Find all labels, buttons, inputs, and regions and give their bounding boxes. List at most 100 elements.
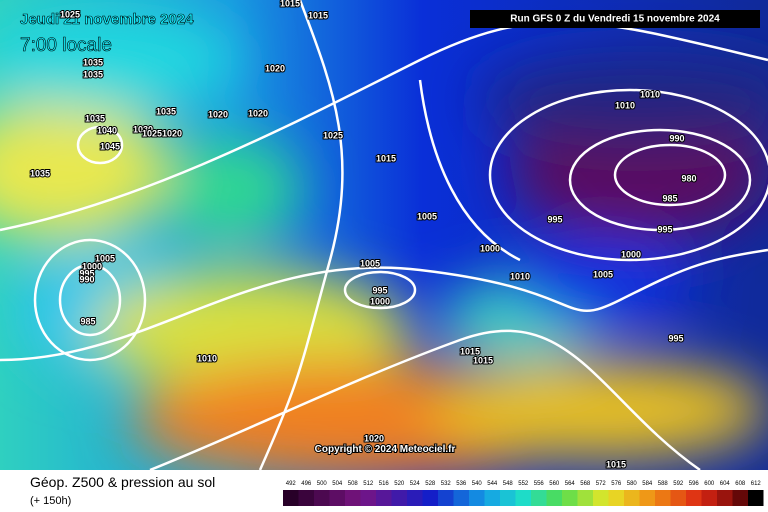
isobar-label: 1010 — [615, 100, 635, 110]
colorbar-label: 604 — [720, 481, 731, 487]
colorbar-label: 540 — [472, 481, 483, 487]
isobar-label: 1035 — [83, 57, 103, 67]
isobar-label: 1025 — [60, 9, 80, 19]
colorbar-label: 528 — [425, 481, 436, 487]
colorbar-swatch — [515, 490, 531, 506]
colorbar-swatch — [391, 490, 407, 506]
isobar-label: 1035 — [83, 69, 103, 79]
isobar-label: 1020 — [265, 63, 285, 73]
run-box — [470, 10, 760, 28]
colorbar-swatch — [624, 490, 640, 506]
colorbar-label: 592 — [673, 481, 684, 487]
isobar-label: 1015 — [308, 10, 328, 20]
colorbar-swatch — [531, 490, 547, 506]
copyright: Copyright © 2024 Meteociel.fr — [315, 444, 456, 455]
isobar-label: 1025 — [142, 128, 162, 138]
colorbar-swatch — [717, 490, 733, 506]
colorbar-swatch — [639, 490, 655, 506]
isobar-label: 1040 — [97, 125, 117, 135]
isobar-label: 1025 — [323, 130, 343, 140]
isobar-label: 1015 — [460, 346, 480, 356]
colorbar-label: 596 — [689, 481, 700, 487]
colorbar-label: 496 — [301, 481, 312, 487]
isobar-label: 1000 — [82, 261, 102, 271]
colorbar-label: 588 — [658, 481, 669, 487]
isobar-label: 1020 — [364, 433, 384, 443]
isobar-label: 1000 — [621, 249, 641, 259]
colorbar-swatch — [360, 490, 376, 506]
isobar-label: 995 — [372, 285, 387, 295]
isobar-label: 1015 — [376, 153, 396, 163]
colorbar-swatch — [329, 490, 345, 506]
isobar-label: 1000 — [480, 243, 500, 253]
colorbar-label: 500 — [317, 481, 328, 487]
isobar-label: 1010 — [510, 271, 530, 281]
colorbar-label: 576 — [611, 481, 622, 487]
colorbar-swatch — [562, 490, 578, 506]
colorbar-swatch — [469, 490, 485, 506]
colorbar-swatch — [283, 490, 299, 506]
isobar-label: 1005 — [417, 211, 437, 221]
colorbar-swatch — [748, 490, 764, 506]
isobar-label: 990 — [669, 133, 684, 143]
isobars — [0, 0, 768, 470]
colorbar-label: 552 — [518, 481, 529, 487]
colorbar-label: 504 — [332, 481, 343, 487]
colorbar: 492 496 500 504 508 512 516 520 524 528 532 536 540 5… — [283, 481, 764, 506]
run-info: Run GFS 0 Z du Vendredi 15 novembre 2024 — [510, 14, 720, 25]
isobar-label: 1010 — [640, 89, 660, 99]
colorbar-swatch — [438, 490, 454, 506]
colorbar-label: 516 — [379, 481, 390, 487]
colorbar-swatch — [608, 490, 624, 506]
isobar-label: 1005 — [95, 253, 115, 263]
map-background — [0, 0, 768, 480]
isobar-label: 1020 — [162, 128, 182, 138]
colorbar-swatch — [298, 490, 314, 506]
colorbar-label: 608 — [735, 481, 746, 487]
date: Jeudi 21 novembre 2024 — [20, 11, 194, 28]
colorbar-label: 548 — [503, 481, 514, 487]
isobar-label: 995 — [79, 268, 94, 278]
isobar-label: 1015 — [280, 0, 300, 8]
isobar-label: 1035 — [156, 106, 176, 116]
isobar-label: 995 — [547, 214, 562, 224]
colorbar-swatch — [484, 490, 500, 506]
colorbar-label: 556 — [534, 481, 545, 487]
isobar-label: 990 — [79, 274, 94, 284]
colorbar-swatch — [407, 490, 423, 506]
colorbar-label: 560 — [549, 481, 560, 487]
colorbar-label: 536 — [456, 481, 467, 487]
isobar-label: 1005 — [593, 269, 613, 279]
isobar-label: 980 — [681, 173, 696, 183]
isobar-label: 1015 — [473, 355, 493, 365]
isobar-label: 995 — [657, 224, 672, 234]
colorbar-label: 572 — [596, 481, 607, 487]
isobar-label: 1030 — [133, 124, 153, 134]
colorbar-label: 508 — [348, 481, 359, 487]
colorbar-label: 584 — [642, 481, 653, 487]
colorbar-label: 568 — [580, 481, 591, 487]
isobar-label: 1020 — [208, 109, 228, 119]
colorbar-swatch — [376, 490, 392, 506]
colorbar-label: 580 — [627, 481, 638, 487]
colorbar-swatch — [345, 490, 361, 506]
colorbar-label: 524 — [410, 481, 421, 487]
colorbar-label: 544 — [487, 481, 498, 487]
isobar-label: 1035 — [30, 168, 50, 178]
colorbar-label: 520 — [394, 481, 405, 487]
isobar-label: 985 — [662, 193, 677, 203]
colorbar-swatch — [453, 490, 469, 506]
footer-subtitle: (+ 150h) — [30, 495, 71, 507]
isobar-label: 1000 — [370, 296, 390, 306]
colorbar-label: 532 — [441, 481, 452, 487]
isobar-label: 995 — [668, 333, 683, 343]
colorbar-label: 512 — [363, 481, 374, 487]
colorbar-label: 612 — [751, 481, 762, 487]
colorbar-label: 492 — [286, 481, 297, 487]
footer-title: Géop. Z500 & pression au sol — [30, 474, 215, 490]
colorbar-label: 600 — [704, 481, 715, 487]
colorbar-swatch — [732, 490, 748, 506]
time: 7:00 locale — [20, 35, 112, 56]
isobar-label: 1045 — [100, 141, 120, 151]
